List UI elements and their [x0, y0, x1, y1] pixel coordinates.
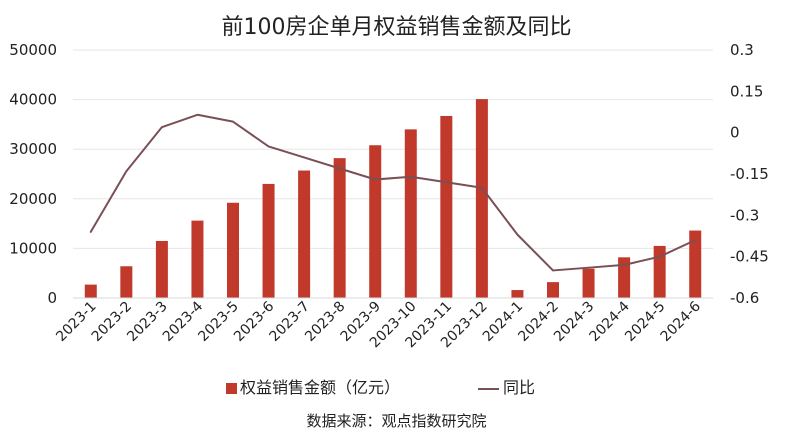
bar	[262, 183, 275, 298]
bar	[84, 284, 97, 298]
right-axis-tick-label: -0.15	[730, 165, 769, 183]
right-axis-tick-label: -0.45	[730, 248, 769, 266]
line-point	[267, 145, 270, 148]
line-point	[481, 186, 483, 189]
legend: 权益销售金额（亿元） 同比	[226, 378, 535, 397]
left-axis-tick-label: 10000	[9, 239, 57, 257]
line-point	[552, 269, 554, 272]
left-axis-tick-label: 40000	[9, 91, 57, 109]
legend-bar-label: 权益销售金额（亿元）	[240, 378, 400, 397]
x-axis-tick-label: 2024-6	[658, 298, 704, 344]
grid-lines	[73, 49, 713, 299]
source-text: 数据来源：观点指数研究院	[306, 412, 486, 430]
bar	[333, 158, 346, 298]
right-axis-tick-label: 0.15	[730, 82, 763, 100]
bar	[155, 240, 168, 298]
line-point	[658, 255, 661, 258]
bar	[689, 230, 702, 298]
left-axis-tick-label: 50000	[9, 41, 57, 59]
line-point	[694, 239, 697, 241]
left-axis-tick-label: 20000	[9, 190, 57, 208]
bar-series	[84, 99, 702, 298]
series-line	[89, 113, 697, 272]
bar	[511, 290, 524, 298]
line-point	[161, 126, 163, 128]
bar	[582, 268, 595, 298]
bar	[653, 245, 666, 298]
line-point	[409, 175, 412, 178]
right-axis-tick-label: -0.3	[730, 206, 759, 224]
left-axis-ticks: 0 10000 20000 30000 40000 50000	[9, 41, 57, 307]
line-point	[232, 120, 234, 123]
bar	[475, 99, 488, 298]
line-point	[196, 113, 199, 116]
right-axis-tick-label: 0	[730, 124, 740, 142]
right-axis-ticks: -0.6 -0.45 -0.3 -0.15 0 0.15 0.3	[730, 41, 769, 307]
right-axis-tick-label: -0.6	[730, 289, 759, 307]
line-point	[89, 231, 92, 233]
bar	[404, 129, 417, 298]
left-axis-tick-label: 0	[47, 289, 57, 307]
x-axis-ticks: 2023-12023-22023-32023-42023-52023-62023…	[53, 298, 704, 351]
line-series	[89, 113, 697, 272]
bar	[120, 266, 133, 298]
line-point	[445, 181, 448, 184]
line-point	[338, 167, 341, 170]
line-point	[125, 170, 128, 173]
left-axis-tick-label: 30000	[9, 140, 57, 158]
chart-title: 前100房企单月权益销售金额及同比	[222, 15, 572, 40]
legend-bar-swatch	[226, 383, 237, 394]
bar	[227, 202, 239, 298]
bar	[191, 220, 204, 298]
line-point	[374, 178, 377, 181]
bar	[547, 282, 559, 298]
right-axis-tick-label: 0.3	[730, 41, 754, 59]
line-point	[516, 233, 519, 236]
line-point	[303, 156, 305, 159]
line-point	[587, 266, 590, 269]
line-point	[623, 264, 625, 266]
bar	[618, 257, 631, 298]
bar	[369, 145, 382, 298]
bar	[440, 115, 453, 298]
bar	[298, 170, 311, 298]
legend-line-label: 同比	[503, 378, 535, 397]
